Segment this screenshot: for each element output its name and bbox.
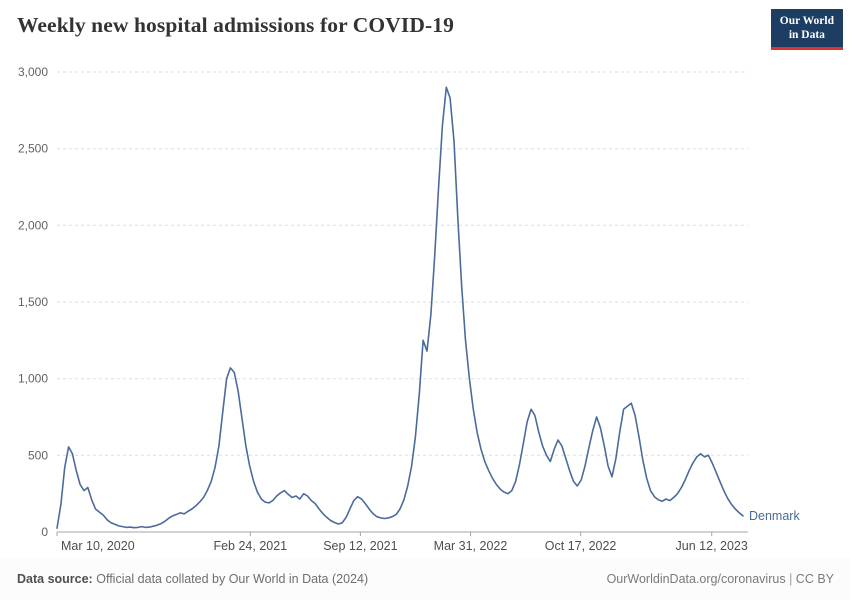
chart-title: Weekly new hospital admissions for COVID… xyxy=(17,13,454,37)
owid-logo[interactable]: Our World in Data xyxy=(770,9,843,50)
y-tick-label: 1,000 xyxy=(18,372,48,386)
y-tick-label: 3,000 xyxy=(18,65,48,79)
chart-svg[interactable]: 0 500 1,000 1,500 2,000 2,500 3,000 Mar 10, 202… xyxy=(0,58,850,556)
x-tick-label: Feb 24, 2021 xyxy=(213,539,287,553)
x-tick-label: Oct 17, 2022 xyxy=(545,539,617,553)
attribution-separator: | xyxy=(789,572,793,586)
x-tick-label: Jun 12, 2023 xyxy=(676,539,748,553)
owid-url-link[interactable]: OurWorldinData.org/coronavirus xyxy=(606,572,786,586)
data-source-note: Data source: Official data collated by O… xyxy=(17,572,368,586)
y-tick-label: 2,000 xyxy=(18,218,48,232)
x-tick-label: Mar 31, 2022 xyxy=(434,539,508,553)
attribution: OurWorldinData.org/coronavirus | CC BY xyxy=(607,572,834,586)
y-tick-label: 0 xyxy=(41,525,48,539)
chart-header: Weekly new hospital admissions for COVID… xyxy=(0,0,850,58)
y-tick-label: 1,500 xyxy=(18,295,48,309)
data-source-text: Official data collated by Our World in D… xyxy=(96,572,369,586)
x-tick-label: Mar 10, 2020 xyxy=(61,539,135,553)
data-source-label: Data source: xyxy=(17,572,93,586)
chart-area[interactable]: 0 500 1,000 1,500 2,000 2,500 3,000 Mar 10, 202… xyxy=(0,58,850,556)
license-link[interactable]: CC BY xyxy=(795,572,834,586)
owid-logo-line2: in Data xyxy=(788,29,825,42)
owid-logo-line1: Our World xyxy=(779,15,834,27)
series-label-denmark[interactable]: Denmark xyxy=(749,509,800,523)
y-tick-label: 2,500 xyxy=(18,142,48,156)
line-denmark[interactable] xyxy=(56,86,744,530)
x-tick-label: Sep 12, 2021 xyxy=(323,539,397,553)
y-tick-label: 500 xyxy=(28,448,48,462)
chart-footer: Data source: Official data collated by O… xyxy=(0,558,850,600)
